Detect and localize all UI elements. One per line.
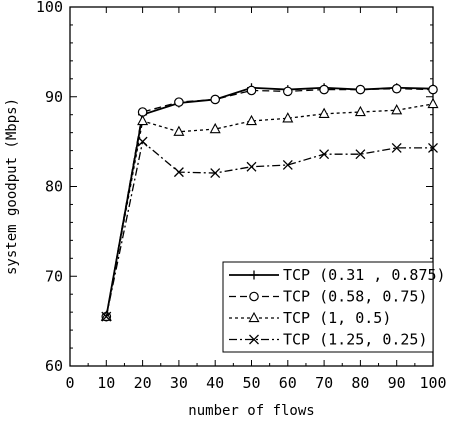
series-3-point	[391, 104, 403, 115]
y-tick-label: 70	[45, 267, 63, 285]
x-tick-label: 60	[279, 374, 297, 392]
x-tick-label: 80	[351, 374, 369, 392]
x-tick-label: 30	[170, 374, 188, 392]
series-3-point	[173, 125, 185, 136]
x-tick-label: 40	[206, 374, 224, 392]
series-4-point	[173, 167, 184, 178]
y-axis-title: system goodput (Mbps)	[4, 98, 20, 275]
series-4-point	[355, 149, 366, 160]
series-3-line	[105, 103, 434, 317]
series-2-point	[391, 83, 402, 94]
x-tick-label: 20	[134, 374, 152, 392]
series-3-point	[209, 122, 221, 134]
legend-marker-4	[249, 334, 259, 345]
series-3-point	[427, 97, 439, 109]
series-3-point	[282, 112, 294, 123]
series-2-point	[174, 97, 184, 107]
x-tick-label: 100	[419, 374, 446, 392]
series-4-point	[101, 311, 112, 322]
series-2-point	[210, 94, 220, 105]
x-tick-label: 0	[65, 374, 74, 392]
legend-marker-1	[249, 270, 259, 280]
y-tick-label: 100	[36, 0, 63, 16]
series-4-point	[282, 160, 293, 170]
x-tick-label: 10	[97, 374, 115, 392]
x-tick-label: 90	[388, 374, 406, 392]
series-3-point	[354, 105, 366, 117]
legend-label-2: TCP (0.58, 0.75)	[283, 288, 428, 306]
series-4-point	[391, 142, 402, 153]
series-4-point	[246, 161, 257, 172]
series-2-point	[282, 86, 293, 97]
series-3-point	[245, 114, 258, 126]
x-tick-label: 50	[242, 374, 260, 392]
legend-label-1: TCP (0.31 , 0.875)	[283, 266, 446, 284]
series-3-point	[137, 114, 149, 126]
x-axis-title: number of flows	[188, 403, 314, 419]
x-tick-label: 70	[315, 374, 333, 392]
y-tick-label: 90	[45, 88, 63, 106]
legend-marker-3	[248, 311, 260, 323]
plot-area: 0 10 20 30 40 50 60 70 80 90 100 60 70 80 90 100	[36, 0, 447, 392]
series-2-point	[246, 85, 257, 96]
legend-label-3: TCP (1, 0.5)	[283, 309, 391, 327]
series-4-point	[137, 136, 148, 147]
series-layer	[100, 83, 439, 322]
series-2-point	[319, 84, 329, 95]
series-2-point	[355, 84, 366, 95]
series-4	[101, 136, 438, 322]
series-4-point	[319, 149, 330, 160]
y-tick-label: 60	[45, 357, 63, 375]
series-3-point	[318, 107, 330, 118]
legend-box	[222, 261, 434, 353]
y-tick-label: 80	[45, 178, 63, 196]
series-4-point	[210, 168, 221, 178]
legend-label-4: TCP (1.25, 0.25)	[283, 331, 428, 349]
series-2-point	[428, 84, 438, 95]
series-2-line	[105, 88, 434, 317]
legend: TCP (0.31 , 0.875) TCP (0.58, 0.75) TCP (1…	[222, 261, 446, 353]
series-4-line	[105, 140, 433, 317]
series-4-point	[428, 142, 438, 153]
legend-marker-2	[249, 291, 259, 302]
